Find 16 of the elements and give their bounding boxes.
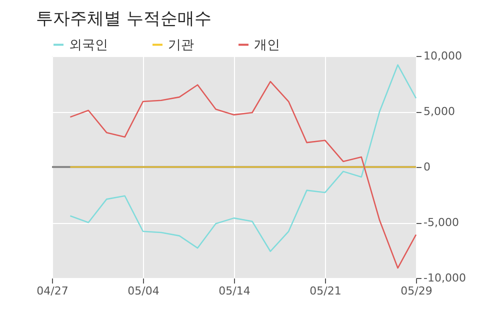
legend-label: 기관 xyxy=(168,38,194,53)
x-tick-label: 04/27 xyxy=(36,284,68,298)
y-tick-label: -10,000 xyxy=(424,272,466,284)
legend-label: 개인 xyxy=(254,38,280,53)
y-tick-label: 5,000 xyxy=(424,105,455,118)
x-tick-label: 05/21 xyxy=(310,284,342,298)
x-tick-label: 05/04 xyxy=(128,284,160,298)
y-tick-label: 10,000 xyxy=(424,50,462,62)
x-tick-label: 05/14 xyxy=(218,284,250,298)
chart-title: 투자주체별 누적순매수 xyxy=(36,9,212,29)
y-tick-label: 0 xyxy=(424,160,430,174)
line-series xyxy=(70,80,417,269)
y-tick-label: -5,000 xyxy=(424,216,459,229)
legend-label: 외국인 xyxy=(69,38,108,53)
x-tick-label: 05/29 xyxy=(400,284,432,298)
line-series xyxy=(70,64,417,252)
